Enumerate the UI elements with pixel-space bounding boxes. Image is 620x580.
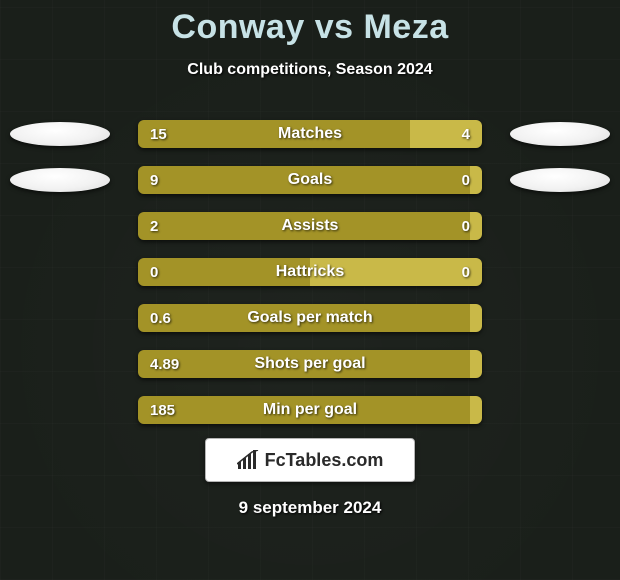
stat-row: 0.6Goals per match bbox=[0, 304, 620, 332]
subtitle: Club competitions, Season 2024 bbox=[0, 61, 620, 79]
stat-bar: 0.6Goals per match bbox=[138, 304, 482, 332]
stat-bar-left bbox=[138, 396, 470, 424]
site-logo-text: FcTables.com bbox=[265, 450, 384, 471]
stat-row: 4.89Shots per goal bbox=[0, 350, 620, 378]
avatar-ellipse bbox=[10, 168, 110, 192]
stat-bar-left bbox=[138, 258, 310, 286]
stat-bar-left bbox=[138, 120, 410, 148]
stat-bar-right bbox=[470, 304, 482, 332]
stat-row: 185Min per goal bbox=[0, 396, 620, 424]
stat-bar: 20Assists bbox=[138, 212, 482, 240]
stat-row: 00Hattricks bbox=[0, 258, 620, 286]
stat-row: 154Matches bbox=[0, 120, 620, 148]
chart-icon bbox=[237, 450, 259, 470]
stat-bar-right bbox=[470, 396, 482, 424]
stat-bar-left bbox=[138, 212, 470, 240]
stat-bar-right bbox=[470, 212, 482, 240]
stat-bar-right bbox=[410, 120, 482, 148]
player-avatar-left bbox=[10, 168, 110, 192]
site-logo-card: FcTables.com bbox=[205, 438, 415, 482]
page-title: Conway vs Meza bbox=[0, 0, 620, 47]
stat-row: 20Assists bbox=[0, 212, 620, 240]
date-label: 9 september 2024 bbox=[0, 498, 620, 518]
stat-bar-right bbox=[470, 166, 482, 194]
avatar-ellipse bbox=[510, 168, 610, 192]
player-avatar-right bbox=[510, 168, 610, 192]
stat-bar-left bbox=[138, 304, 470, 332]
stat-bar-right bbox=[470, 350, 482, 378]
stat-bar-left bbox=[138, 166, 470, 194]
player-avatar-right bbox=[510, 122, 610, 146]
avatar-ellipse bbox=[510, 122, 610, 146]
player-avatar-left bbox=[10, 122, 110, 146]
stat-bar: 00Hattricks bbox=[138, 258, 482, 286]
stat-bar: 185Min per goal bbox=[138, 396, 482, 424]
stat-bar: 154Matches bbox=[138, 120, 482, 148]
stat-rows: 154Matches 90Goals 20Assists 00Hattricks 0.6… bbox=[0, 120, 620, 442]
stat-row: 90Goals bbox=[0, 166, 620, 194]
stat-bar: 4.89Shots per goal bbox=[138, 350, 482, 378]
stat-bar-left bbox=[138, 350, 470, 378]
stat-bar-right bbox=[310, 258, 482, 286]
avatar-ellipse bbox=[10, 122, 110, 146]
stat-bar: 90Goals bbox=[138, 166, 482, 194]
